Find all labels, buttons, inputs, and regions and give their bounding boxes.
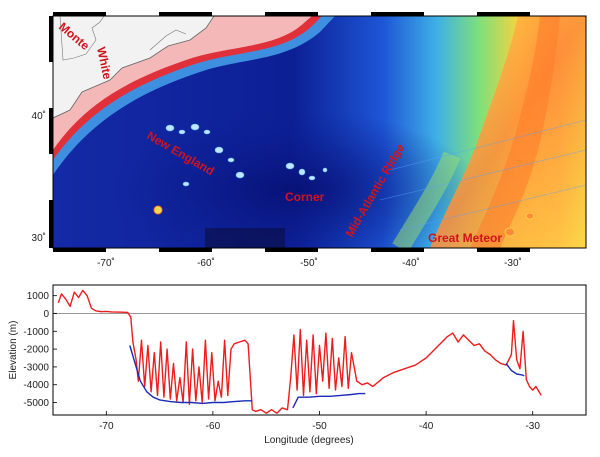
x-tick-label: -60 (206, 421, 221, 432)
coast-detail (149, 29, 187, 51)
corner-seamounts (285, 162, 328, 181)
map-border-ticks (49, 12, 530, 252)
x-tick-label: -50 (312, 421, 327, 432)
fracture-zones (379, 119, 586, 231)
y-tick-label: 0 (43, 309, 49, 320)
series-line-0 (57, 289, 542, 414)
chart-series (57, 289, 542, 414)
label-great-meteor: Great Meteor (428, 231, 502, 245)
ridge-crest (470, 16, 560, 248)
y-axis-label: Elevation (m) (8, 321, 19, 380)
y-tick-label: -1000 (23, 327, 49, 338)
chart-axes: -70 -60 -50 -40 -30 1000 0 -1000 -2000 -3000 -4000… (23, 291, 586, 432)
x-axis-label: Longitude (degrees) (264, 435, 354, 446)
label-corner: Corner (285, 190, 325, 204)
x-tick-label: -40 (419, 421, 434, 432)
y-tick-label: -2000 (23, 345, 49, 356)
x-tick-label: -70 (99, 421, 114, 432)
land-north-america (53, 16, 215, 119)
new-england-seamounts (165, 123, 245, 187)
lon-tick-50: -50˚ (300, 257, 318, 269)
great-meteor-seamounts (504, 212, 535, 237)
lon-tick-30: -30˚ (504, 257, 522, 269)
y-tick-label: 1000 (27, 291, 50, 302)
ridge-flank (392, 151, 461, 248)
elevation-profile-chart: -70 -60 -50 -40 -30 1000 0 -1000 -2000 -3000 -4000… (8, 284, 587, 446)
lon-tick-70: -70˚ (97, 257, 115, 269)
lat-tick-30: 30˚ (32, 232, 46, 244)
bathymetry-map (53, 16, 586, 248)
state-borders (59, 16, 105, 61)
y-tick-label: -5000 (23, 398, 49, 409)
lon-tick-60: -60˚ (197, 257, 215, 269)
seamount-south (153, 205, 163, 215)
y-tick-label: -3000 (23, 362, 49, 373)
series-line-1 (129, 345, 525, 409)
data-gap (205, 228, 285, 248)
y-tick-label: -4000 (23, 380, 49, 391)
lat-tick-40: 40˚ (32, 110, 46, 122)
label-white: White (94, 46, 115, 81)
x-tick-label: -30 (525, 421, 540, 432)
lon-tick-40: -40˚ (402, 257, 420, 269)
